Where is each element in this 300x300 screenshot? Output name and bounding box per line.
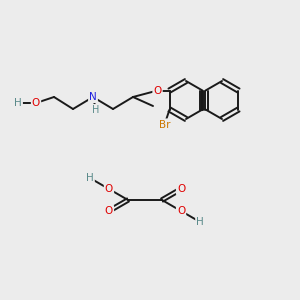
Text: O: O: [32, 98, 40, 108]
Text: H: H: [14, 98, 22, 108]
Text: O: O: [177, 184, 185, 194]
Text: H: H: [92, 105, 100, 115]
Text: N: N: [89, 92, 97, 102]
Text: H: H: [86, 173, 94, 183]
Text: H: H: [196, 217, 204, 227]
Text: O: O: [177, 206, 185, 216]
Text: Br: Br: [159, 119, 170, 130]
Text: O: O: [105, 184, 113, 194]
Text: O: O: [153, 85, 162, 95]
Text: O: O: [105, 206, 113, 216]
